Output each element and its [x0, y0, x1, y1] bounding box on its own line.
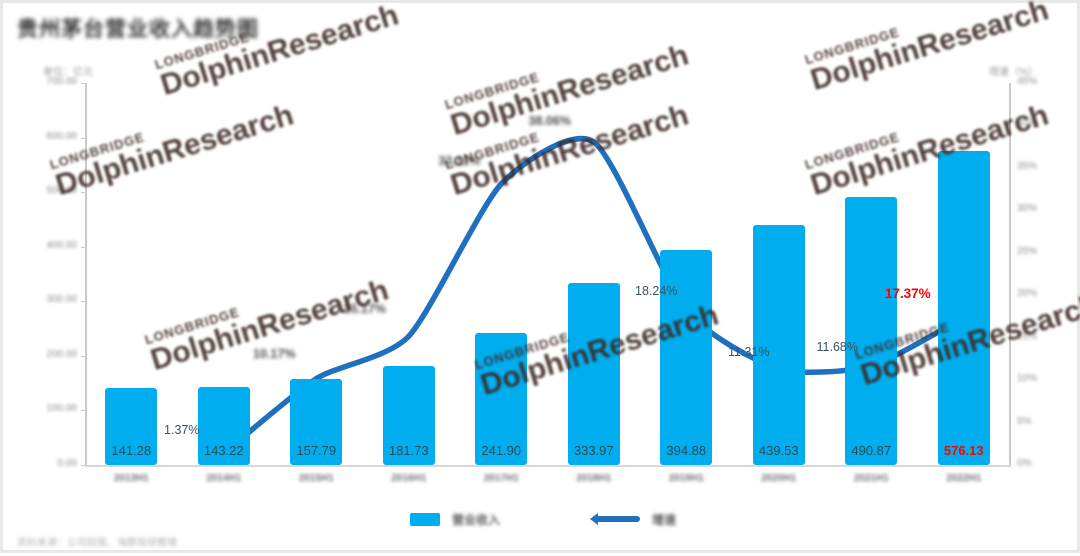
bar[interactable]	[105, 387, 158, 465]
left-axis-tick	[81, 192, 85, 194]
x-axis-tick-label: 2015H1	[298, 473, 334, 484]
left-axis-tick-label: 0.00	[57, 458, 77, 469]
x-axis-tick-label: 2016H1	[391, 473, 427, 484]
watermark: LONGBRIDGE DolphinResearch	[803, 86, 1053, 203]
x-axis-tick-label: 2019H1	[668, 473, 704, 484]
left-axis-tick-label: 300.00	[46, 294, 77, 306]
bar[interactable]	[197, 386, 250, 465]
bar-value-label: 141.28	[111, 443, 152, 458]
line-value-label: 11.68%	[816, 339, 858, 354]
right-axis-tick-label: 20%	[1017, 288, 1038, 300]
legend-bar-swatch-icon	[409, 512, 440, 526]
right-axis-tick-label: 25%	[1017, 245, 1038, 257]
left-axis-tick	[81, 83, 85, 84]
x-axis-line	[85, 465, 1011, 467]
left-axis-tick-label: 100.00	[46, 403, 77, 415]
watermark: LONGBRIDGE DolphinResearch	[803, 0, 1053, 98]
bar[interactable]	[845, 197, 898, 465]
x-axis-tick-label: 2013H1	[113, 473, 149, 484]
x-axis-tick-label: 2014H1	[206, 473, 242, 484]
watermark-brand-line: LONGBRIDGE	[803, 24, 902, 68]
x-axis-tick-label: 2022H1	[946, 473, 982, 484]
bar[interactable]	[567, 282, 620, 465]
chart-legend: 营业收入 增速	[3, 506, 1080, 532]
watermark-brand-line: LONGBRIDGE	[803, 129, 902, 173]
legend-revenue-label: 营业收入	[451, 512, 500, 527]
bar[interactable]	[660, 249, 713, 465]
left-axis-tick-label: 600.00	[46, 130, 77, 142]
watermark-name-line: DolphinResearch	[806, 0, 1053, 97]
watermark-name-line: DolphinResearch	[806, 98, 1053, 202]
watermark: LONGBRIDGE DolphinResearch	[443, 86, 693, 203]
bar-value-label: 181.73	[388, 443, 429, 458]
legend-item-revenue[interactable]: 营业收入	[409, 511, 500, 528]
right-axis-tick-label: 10%	[1017, 373, 1038, 385]
right-axis-tick-label: 0%	[1017, 458, 1032, 469]
right-axis-tick-label: 5%	[1017, 415, 1032, 427]
line-value-label: 1.37%	[164, 423, 200, 438]
bar[interactable]	[937, 150, 990, 465]
x-axis-tick-label: 2021H1	[853, 473, 889, 484]
legend-item-growth[interactable]: 增速	[590, 511, 677, 528]
bar-value-label: 576.13	[943, 443, 984, 458]
right-axis-tick-label: 40%	[1017, 118, 1038, 130]
x-axis-tick-label: 2020H1	[761, 473, 797, 484]
right-axis-tick-label: 45%	[1017, 76, 1038, 87]
bar-value-label: 333.97	[573, 443, 614, 458]
line-value-label: 10.17%	[253, 346, 296, 361]
left-axis-tick-label: 200.00	[46, 348, 77, 360]
left-axis-title: 单位：亿元	[43, 67, 93, 78]
bar-value-label: 157.79	[296, 443, 337, 458]
watermark-name-line: DolphinResearch	[51, 98, 298, 202]
right-axis-line	[1009, 83, 1011, 466]
right-axis-tick-label: 15%	[1017, 330, 1038, 342]
line-value-label: 11.31%	[728, 344, 770, 359]
legend-growth-label: 增速	[652, 512, 677, 527]
source-footer: 资料来源：公司财报、海豚投研整理	[17, 538, 177, 549]
bar-value-label: 394.88	[666, 443, 707, 458]
bar[interactable]	[475, 332, 528, 465]
left-axis-tick	[81, 410, 85, 412]
chart-title: 贵州茅台营业收入趋势图	[17, 18, 259, 41]
legend-line-swatch-icon	[590, 513, 640, 525]
left-axis-tick	[81, 465, 85, 466]
bar-value-label: 143.22	[203, 443, 244, 458]
line-value-label: 17.37%	[884, 285, 931, 301]
x-axis-tick-label: 2018H1	[576, 473, 612, 484]
right-axis-title: 增速（%）	[989, 67, 1038, 78]
left-axis-tick	[81, 301, 85, 303]
left-axis-line	[85, 83, 87, 466]
x-axis-tick-label: 2017H1	[483, 473, 519, 484]
bar[interactable]	[752, 225, 805, 465]
bar[interactable]	[382, 365, 435, 465]
left-axis-tick	[81, 355, 85, 357]
watermark-name-line: DolphinResearch	[146, 273, 393, 377]
left-axis-tick-label: 700.00	[46, 76, 77, 87]
line-value-label: 15.17%	[343, 302, 386, 317]
left-axis-tick-label: 400.00	[46, 239, 77, 251]
bar[interactable]	[290, 378, 343, 465]
right-axis-tick-label: 35%	[1017, 160, 1038, 172]
watermark-brand-line: LONGBRIDGE	[443, 69, 542, 113]
line-value-label: 38.06%	[528, 113, 571, 128]
bar-value-label: 490.87	[851, 443, 892, 458]
line-value-label: 18.24%	[635, 284, 678, 299]
left-axis-tick	[81, 137, 85, 139]
right-axis-tick-label: 30%	[1017, 203, 1038, 215]
left-axis-tick-label: 500.00	[46, 185, 77, 197]
line-value-label: 33.11%	[438, 153, 481, 168]
bar-value-label: 241.90	[481, 443, 522, 458]
left-axis-tick	[81, 246, 85, 248]
bar-value-label: 439.53	[758, 443, 799, 458]
